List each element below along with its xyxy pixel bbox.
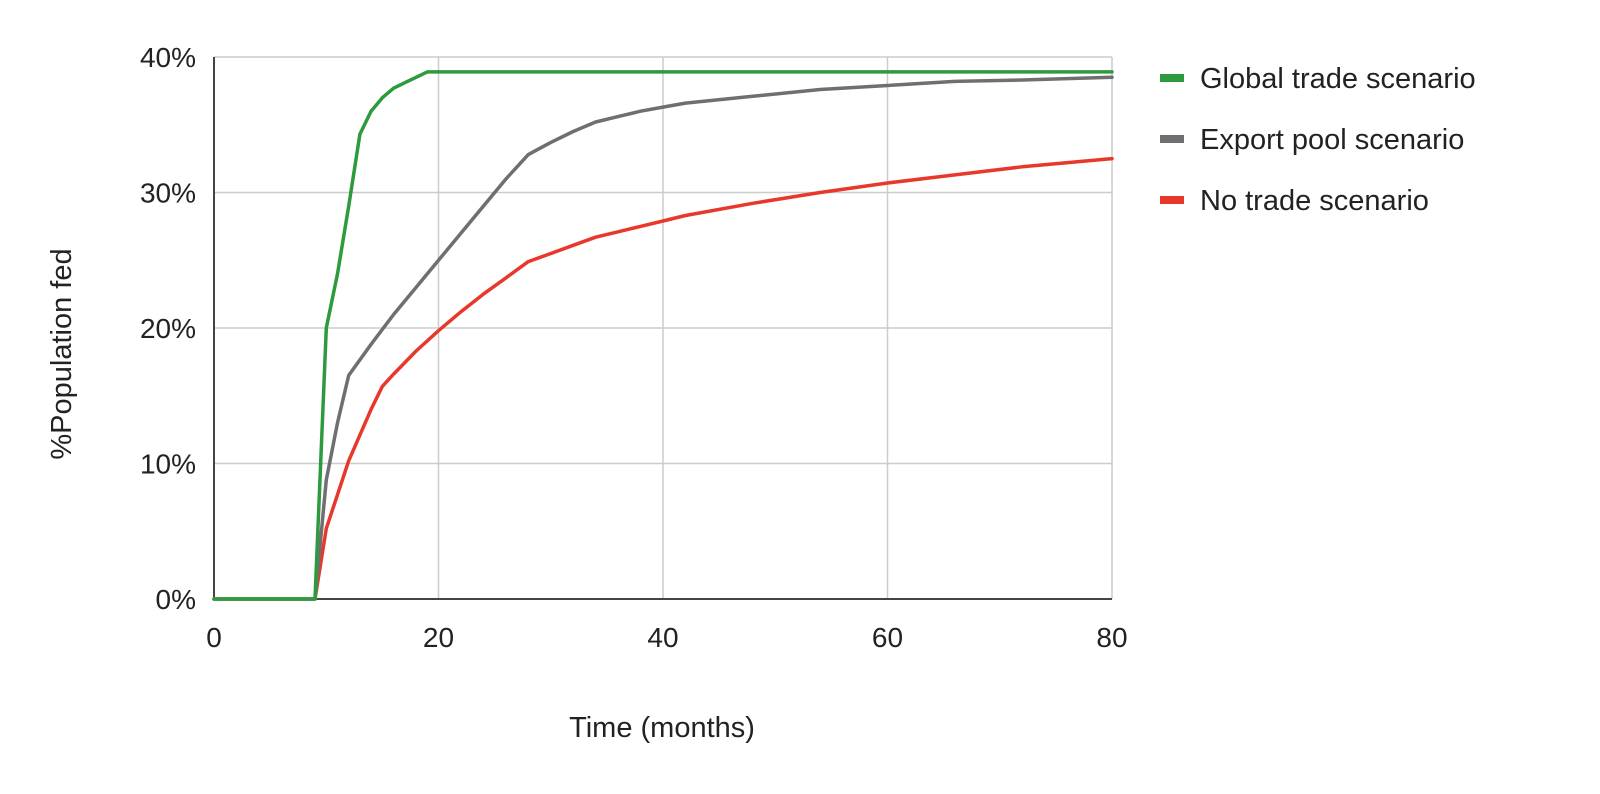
series-line-3 [212,156,1114,601]
x-tick-label: 40 [647,622,678,653]
x-axis-title: Time (months) [569,712,755,744]
legend-swatch [1160,135,1184,143]
legend-swatch [1160,196,1184,204]
legend-label: No trade scenario [1200,185,1429,217]
y-tick-label: 0% [156,584,196,615]
legend-label: Global trade scenario [1200,63,1476,95]
y-axis-title: %Population fed [46,248,78,459]
x-tick-label: 80 [1096,622,1127,653]
legend-label: Export pool scenario [1200,124,1464,156]
x-tick-label: 0 [206,622,222,653]
legend-swatch [1160,74,1184,82]
series-line-1 [212,70,1114,601]
legend: Global trade scenario Export pool scenari… [1160,63,1476,217]
series-line-2 [212,75,1114,601]
axes [213,57,1112,600]
tick-labels: 0% 10% 20% 30% 40% 0 20 40 60 80 [140,42,1128,653]
y-tick-label: 40% [140,42,196,73]
x-tick-label: 20 [423,622,454,653]
x-tick-label: 60 [872,622,903,653]
series-lines [212,70,1114,601]
y-tick-label: 30% [140,178,196,209]
y-tick-label: 10% [140,449,196,480]
grid [214,56,1113,599]
y-tick-label: 20% [140,313,196,344]
